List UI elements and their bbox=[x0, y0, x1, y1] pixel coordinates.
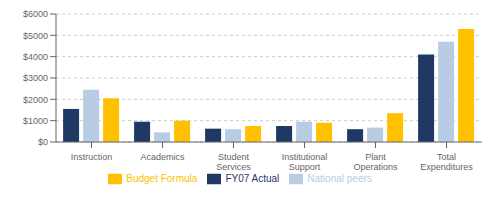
svg-text:$2000: $2000 bbox=[23, 95, 48, 105]
svg-text:$4000: $4000 bbox=[23, 52, 48, 62]
svg-text:$0: $0 bbox=[38, 137, 48, 147]
svg-text:Academics: Academics bbox=[140, 152, 185, 162]
svg-text:StudentServices: StudentServices bbox=[216, 152, 251, 172]
svg-text:$5000: $5000 bbox=[23, 31, 48, 41]
svg-text:InstitutionalSupport: InstitutionalSupport bbox=[282, 152, 328, 172]
html-text:FY07 Actual: FY07 Actual bbox=[225, 172, 280, 184]
html-text:Budget Formula: Budget Formula bbox=[126, 172, 198, 184]
svg-text:$3000: $3000 bbox=[23, 73, 48, 83]
svg-text:Instruction: Instruction bbox=[71, 152, 113, 162]
svg-text:PlantOperations: PlantOperations bbox=[353, 152, 398, 172]
svg-text:$1000: $1000 bbox=[23, 116, 48, 126]
svg-text:TotalExpenditures: TotalExpenditures bbox=[420, 152, 473, 172]
html-text:National peers: National peers bbox=[307, 172, 372, 184]
svg-text:$6000: $6000 bbox=[23, 9, 48, 19]
